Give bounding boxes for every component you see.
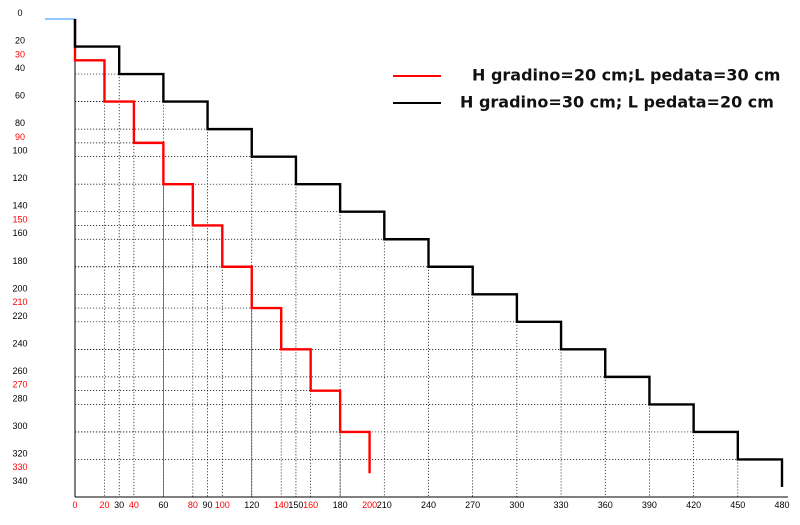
y-tick-label: 60: [15, 91, 25, 101]
x-tick-label: 90: [203, 500, 213, 510]
x-tick-label: 80: [188, 500, 198, 510]
x-tick-label: 240: [421, 500, 436, 510]
x-tick-label: 330: [554, 500, 569, 510]
x-tick-label: 480: [774, 500, 789, 510]
x-tick-label: 390: [642, 500, 657, 510]
y-tick-label: 280: [12, 393, 27, 403]
x-tick-label: 180: [333, 500, 348, 510]
y-tick-label: 140: [12, 201, 27, 211]
y-tick-label: 330: [12, 462, 27, 472]
y-tick-label: 40: [15, 63, 25, 73]
x-tick-label: 0: [72, 500, 77, 510]
y-tick-label: 300: [12, 421, 27, 431]
legend-label-red: H gradino=20 cm;L pedata=30 cm: [472, 66, 780, 85]
x-tick-label: 450: [730, 500, 745, 510]
grid-lines: [74, 46, 739, 497]
y-tick-label: 260: [12, 366, 27, 376]
y-tick-label: 180: [12, 256, 27, 266]
y-tick-label: 220: [12, 311, 27, 321]
x-tick-label: 120: [244, 500, 259, 510]
y-tick-label: 200: [12, 283, 27, 293]
y-tick-label: 100: [12, 146, 27, 156]
x-tick-label: 160: [303, 500, 318, 510]
series-lines: [73, 19, 784, 487]
x-tick-label: 200: [362, 500, 377, 510]
y-tick-label: 160: [12, 228, 27, 238]
y-tick-label: 270: [12, 380, 27, 390]
x-tick-label: 20: [99, 500, 109, 510]
series-line-1: [73, 19, 784, 487]
x-tick-label: 30: [114, 500, 124, 510]
legend: H gradino=20 cm;L pedata=30 cm H gradino…: [393, 66, 780, 112]
y-tick-label: 20: [15, 36, 25, 46]
x-tick-label: 210: [377, 500, 392, 510]
legend-item-black: H gradino=30 cm; L pedata=20 cm: [393, 93, 774, 112]
y-tick-labels: 0 20 30 40 60 80 90 100 120 140 150 160 180 200 210 220…: [12, 8, 27, 486]
y-tick-label: 210: [12, 297, 27, 307]
x-tick-label: 360: [598, 500, 613, 510]
x-tick-label: 100: [215, 500, 230, 510]
y-tick-label: 80: [15, 118, 25, 128]
x-tick-label: 270: [465, 500, 480, 510]
y-tick-label: 30: [15, 49, 25, 59]
x-tick-label: 300: [509, 500, 524, 510]
x-tick-labels: 0 20 30 40 60 80 90 100 120 140 150 160 180 200 210 240…: [72, 500, 789, 510]
x-tick-label: 150: [288, 500, 303, 510]
x-tick-label: 60: [158, 500, 168, 510]
legend-item-red: H gradino=20 cm;L pedata=30 cm: [393, 66, 780, 85]
x-tick-label: 40: [129, 500, 139, 510]
series-line-0: [73, 19, 371, 474]
axes: [45, 18, 788, 498]
y-tick-label: 90: [15, 132, 25, 142]
x-tick-label: 420: [686, 500, 701, 510]
y-tick-label: 0: [17, 8, 22, 18]
x-tick-label: 140: [274, 500, 289, 510]
y-tick-label: 150: [12, 214, 27, 224]
y-tick-label: 320: [12, 448, 27, 458]
legend-label-black: H gradino=30 cm; L pedata=20 cm: [460, 93, 774, 112]
y-tick-label: 120: [12, 173, 27, 183]
y-tick-label: 340: [12, 476, 27, 486]
y-tick-label: 240: [12, 338, 27, 348]
